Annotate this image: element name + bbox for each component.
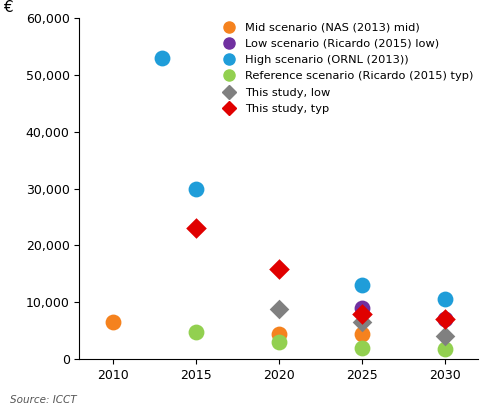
Point — [274, 330, 282, 337]
Y-axis label: €: € — [3, 0, 13, 15]
Point — [357, 330, 365, 337]
Point — [158, 55, 166, 61]
Text: Source: ICCT: Source: ICCT — [10, 395, 76, 405]
Point — [440, 316, 448, 322]
Point — [191, 328, 199, 335]
Point — [274, 339, 282, 345]
Legend: Mid scenario (NAS (2013) mid), Low scenario (Ricardo (2015) low), High scenario : Mid scenario (NAS (2013) mid), Low scena… — [215, 20, 475, 116]
Point — [440, 333, 448, 340]
Point — [274, 306, 282, 312]
Point — [191, 225, 199, 232]
Point — [440, 345, 448, 352]
Point — [108, 319, 116, 326]
Point — [357, 282, 365, 288]
Point — [440, 296, 448, 303]
Point — [440, 316, 448, 322]
Point — [357, 310, 365, 317]
Point — [357, 319, 365, 326]
Point — [357, 345, 365, 351]
Point — [357, 305, 365, 311]
Point — [191, 185, 199, 192]
Point — [274, 266, 282, 273]
